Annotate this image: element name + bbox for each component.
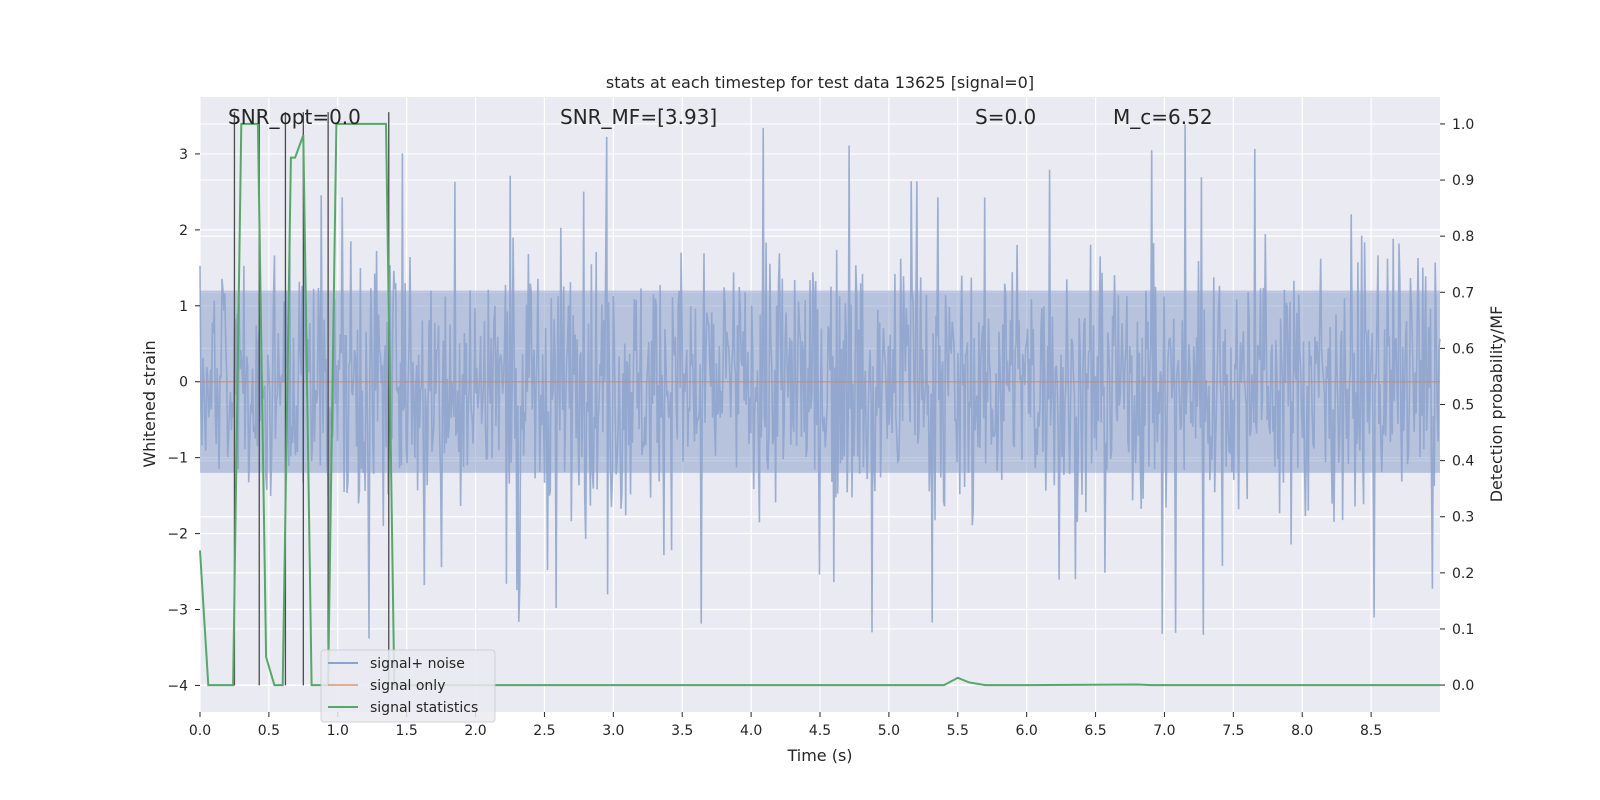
- y-axis-label: Whitened strain: [140, 340, 159, 467]
- statistics-line: [199, 122, 1440, 687]
- y2-tick-label: 0.7: [1452, 285, 1474, 301]
- series-signal-statistics: [199, 122, 1440, 687]
- y2-tick-label: 0.0: [1452, 678, 1474, 694]
- x-axis-label: Time (s): [786, 746, 852, 765]
- chart-title: stats at each timestep for test data 136…: [606, 73, 1034, 92]
- annotation-mc-value: M_c=6.52: [1113, 105, 1213, 129]
- y2-tick-label: 1.0: [1452, 117, 1474, 133]
- x-tick-label: 7.0: [1153, 723, 1175, 739]
- annotation-s-value: S=0.0: [975, 105, 1036, 129]
- y2-tick-label: 0.9: [1452, 173, 1474, 189]
- annotations: SNR_opt=0.0 SNR_MF=[3.93] S=0.0 M_c=6.52: [228, 105, 1213, 129]
- annotation-snr-mf: SNR_MF=[3.93]: [560, 105, 717, 129]
- x-tick-label: 4.5: [809, 723, 831, 739]
- x-tick-label: 6.5: [1084, 723, 1106, 739]
- annotation-snr-opt: SNR_opt=0.0: [228, 105, 361, 129]
- y-tick-label: −3: [167, 603, 188, 619]
- x-tick-label: 1.0: [327, 723, 349, 739]
- y2-tick-label: 0.5: [1452, 398, 1474, 414]
- x-axis-ticks: 0.0 0.5 1.0 1.5 2.0 2.5 3.0 3.5 4.0 4.5 5.0 5.5 6.0 6…: [189, 712, 1382, 739]
- x-tick-label: 3.0: [602, 723, 624, 739]
- x-tick-label: 5.5: [947, 723, 969, 739]
- legend-box: [320, 649, 496, 723]
- x-tick-label: 0.0: [189, 723, 211, 739]
- x-tick-label: 8.0: [1291, 723, 1313, 739]
- y2-tick-label: 0.4: [1452, 454, 1474, 470]
- y2-tick-label: 0.2: [1452, 566, 1474, 582]
- x-tick-label: 1.5: [396, 723, 418, 739]
- x-tick-label: 5.0: [878, 723, 900, 739]
- legend: signal+ noise signal only signal statist…: [320, 649, 496, 723]
- y2-axis-ticks: 0.0 0.1 0.2 0.3 0.4 0.5 0.6 0.7 0.8 0.9 1.0: [1440, 117, 1474, 694]
- legend-label-signal-only: signal only: [370, 678, 445, 694]
- y2-tick-label: 0.6: [1452, 341, 1474, 357]
- y-tick-label: 3: [179, 147, 188, 163]
- legend-label-statistics: signal statistics: [370, 700, 478, 716]
- x-tick-label: 4.0: [740, 723, 762, 739]
- x-tick-label: 7.5: [1222, 723, 1244, 739]
- y-tick-label: 0: [179, 375, 188, 391]
- y2-tick-label: 0.1: [1452, 622, 1474, 638]
- y-axis-ticks: −4 −3 −2 −1 0 1 2 3: [167, 147, 200, 694]
- y2-tick-label: 0.3: [1452, 510, 1474, 526]
- x-tick-label: 0.5: [258, 723, 280, 739]
- y-tick-label: −2: [167, 527, 188, 543]
- x-tick-label: 3.5: [671, 723, 693, 739]
- y-tick-label: 1: [179, 299, 188, 315]
- y-tick-label: −1: [167, 451, 188, 467]
- x-tick-label: 6.0: [1016, 723, 1038, 739]
- legend-label-noise: signal+ noise: [370, 656, 465, 672]
- x-tick-label: 8.5: [1360, 723, 1382, 739]
- y2-axis-label: Detection probability/MF: [1487, 306, 1506, 503]
- y2-tick-label: 0.8: [1452, 229, 1474, 245]
- x-tick-label: 2.5: [533, 723, 555, 739]
- x-tick-label: 2.0: [464, 723, 486, 739]
- y-tick-label: 2: [179, 223, 188, 239]
- y-tick-label: −4: [167, 678, 188, 694]
